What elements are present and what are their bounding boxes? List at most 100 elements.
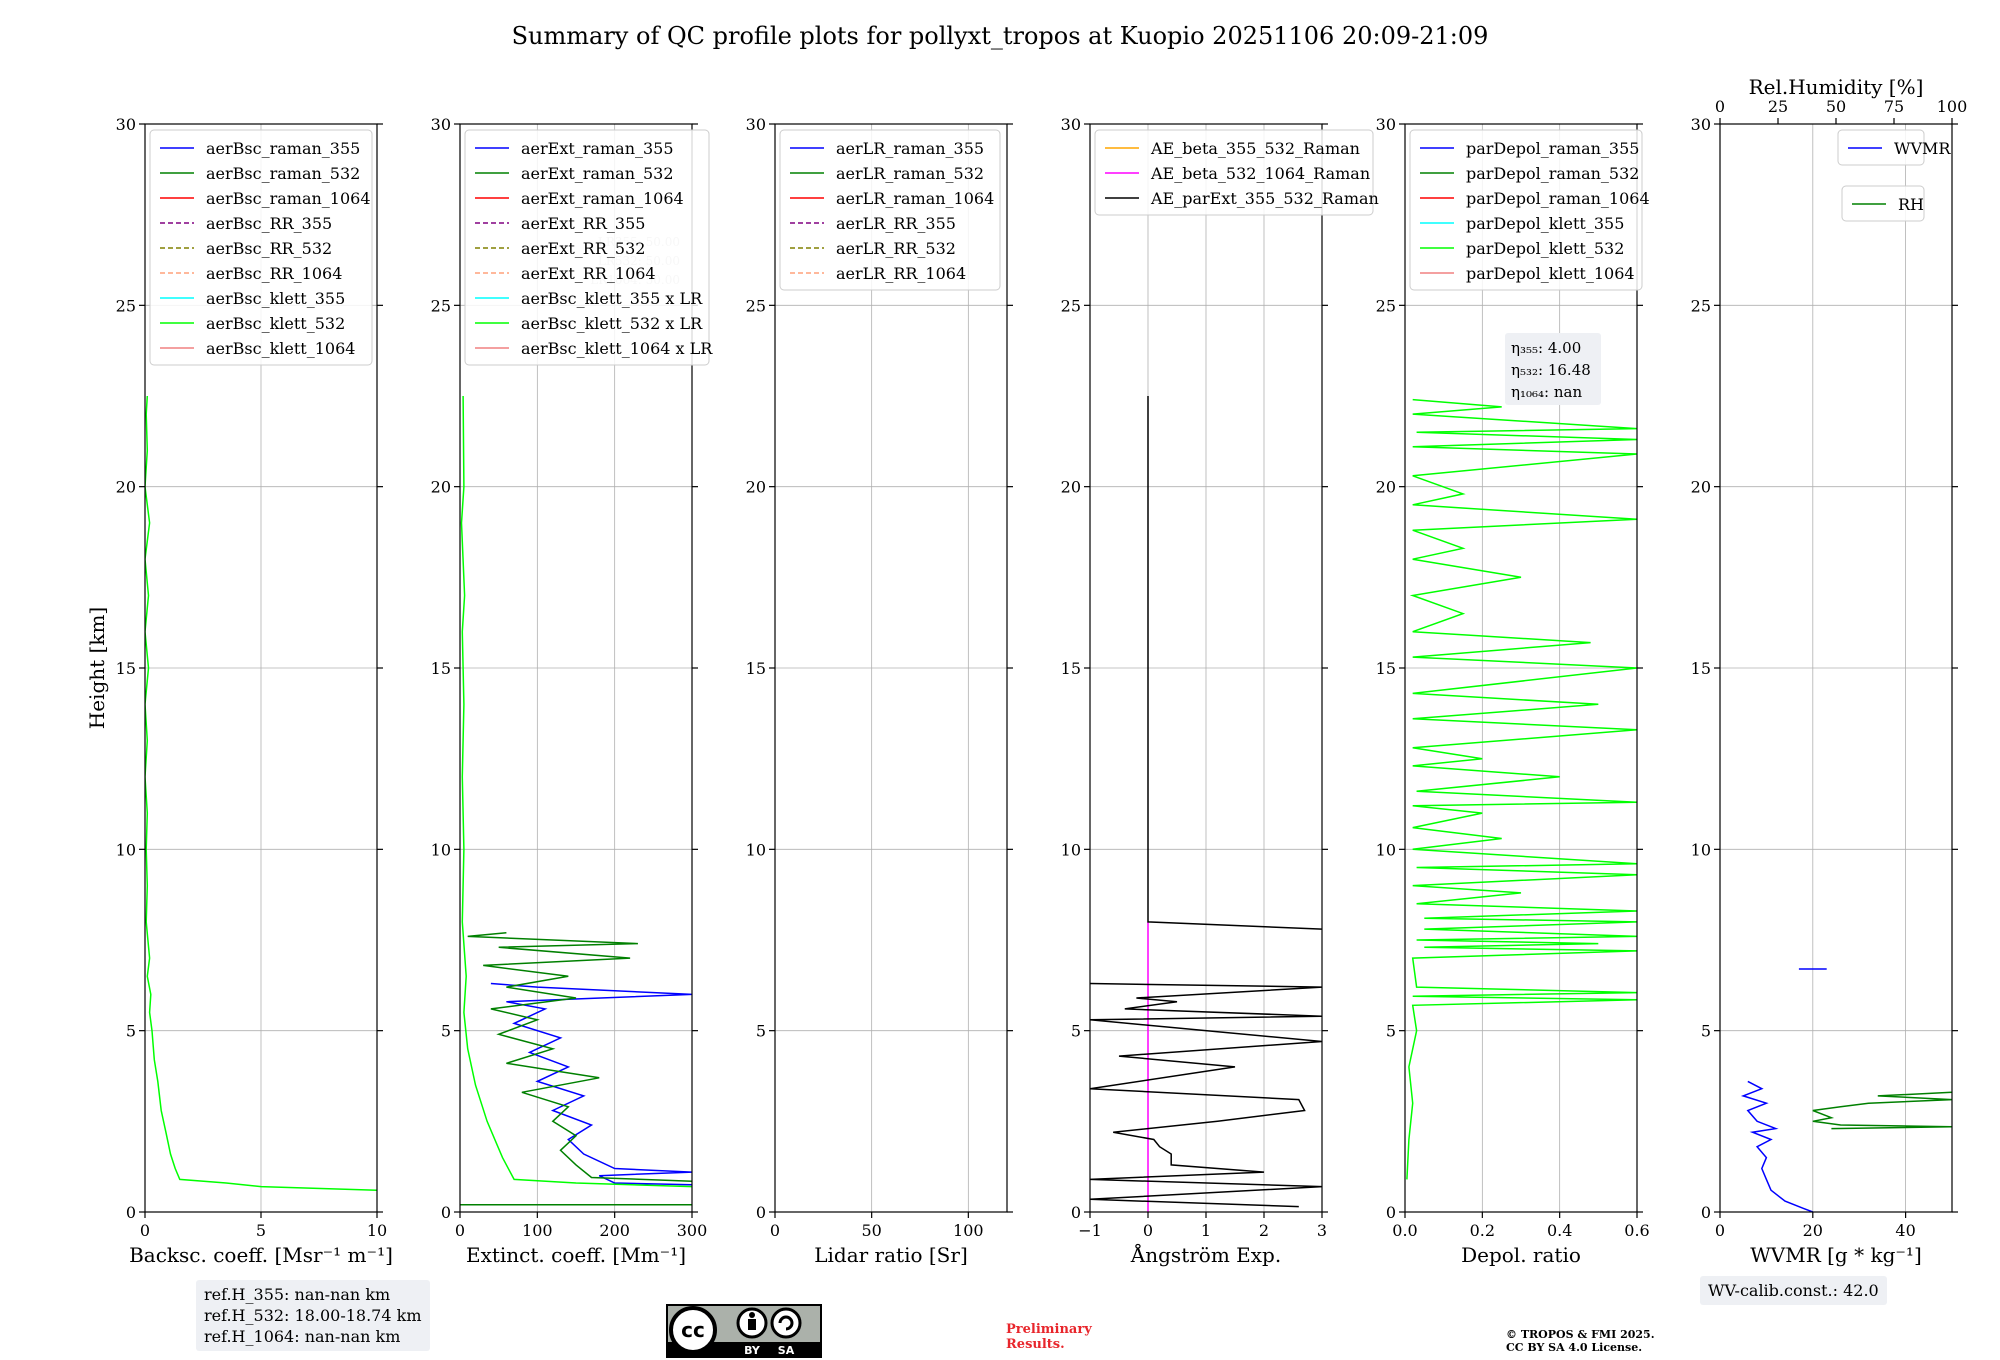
legend: aerExt_raman_355 aerExt_raman_532 aerExt_r… — [464, 129, 713, 366]
legend-label: aerBsc_klett_1064 x LR — [521, 339, 713, 358]
x-tick-label: 1 — [1201, 1221, 1211, 1240]
y-tick-label: 25 — [1061, 296, 1081, 315]
y-tick-label: 5 — [441, 1022, 451, 1041]
series-wvmr — [1740, 1080, 1814, 1212]
legend-label: aerBsc_RR_355 — [206, 214, 332, 233]
y-tick-label: 0 — [441, 1203, 451, 1222]
preliminary-note: Preliminary Results. — [1006, 1322, 1092, 1352]
y-tick-label: 25 — [746, 296, 766, 315]
legend-label: aerExt_raman_355 — [521, 139, 674, 158]
x-tick-label: 50 — [861, 1221, 881, 1240]
x-tick-label: 300 — [677, 1221, 708, 1240]
legend-label: parDepol_klett_1064 — [1466, 264, 1635, 283]
legend-label: aerBsc_klett_1064 — [206, 339, 355, 358]
y-tick-label: 25 — [1691, 296, 1711, 315]
legend-label: aerLR_RR_355 — [836, 214, 956, 233]
y-tick-label: 30 — [746, 115, 766, 134]
legend-label: aerBsc_RR_1064 — [206, 264, 342, 283]
ref-height-355: ref.H_355: nan-nan km — [204, 1285, 391, 1304]
figure-title: Summary of QC profile plots for pollyxt_… — [511, 22, 1489, 50]
y-tick-label: 5 — [1386, 1022, 1396, 1041]
legend-label: aerBsc_klett_532 — [206, 314, 345, 333]
y-tick-label: 5 — [1071, 1022, 1081, 1041]
x-tick-label: 2 — [1259, 1221, 1269, 1240]
legend-box — [1094, 129, 1374, 216]
legend-label: aerBsc_klett_532 x LR — [521, 314, 703, 333]
legend-label: aerBsc_klett_355 x LR — [521, 289, 703, 308]
copyright-note: © TROPOS & FMI 2025. CC BY SA 4.0 Licens… — [1506, 1328, 1655, 1354]
x-tick-label: 0 — [1715, 1221, 1725, 1240]
legend-label: aerExt_raman_532 — [521, 164, 674, 183]
series-pardepol-klett-532 — [1406, 398, 1637, 1180]
y-tick-label: 30 — [1061, 115, 1081, 134]
panel-5: 0 5 10 15 20 25 30 0.0 0.2 0.4 0.6 Depol. ratio parD… — [1376, 115, 1650, 1267]
legend-label: aerExt_RR_355 — [521, 214, 645, 233]
panel-3: 0 5 10 15 20 25 30 0 50 100 Lidar ratio [Sr] aerLR_… — [746, 115, 1013, 1267]
legend-label: parDepol_raman_532 — [1466, 164, 1639, 183]
legend-box — [464, 129, 710, 366]
legend-label: aerBsc_raman_1064 — [206, 189, 371, 208]
legend-label: aerLR_RR_1064 — [836, 264, 966, 283]
wv-calib-box: WV-calib.const.: 42.0 — [1700, 1276, 1887, 1305]
legend-label: parDepol_klett_355 — [1466, 214, 1624, 233]
series-ae-parext-355-532-raman-upper — [1147, 396, 1322, 930]
cc-by-label: BY — [744, 1344, 761, 1357]
legend-label: aerLR_raman_532 — [836, 164, 984, 183]
x-axis-label: Lidar ratio [Sr] — [814, 1243, 968, 1267]
x-axis-label: Ångström Exp. — [1130, 1242, 1281, 1267]
x-tick-label: 100 — [522, 1221, 553, 1240]
y-tick-label: 15 — [116, 659, 136, 678]
legend-label: aerLR_raman_355 — [836, 139, 984, 158]
y-tick-label: 25 — [431, 296, 451, 315]
legend-label: aerBsc_RR_532 — [206, 239, 332, 258]
y-tick-label: 5 — [1701, 1022, 1711, 1041]
y-tick-label: 20 — [116, 478, 136, 497]
legend-label: aerExt_raman_1064 — [521, 189, 684, 208]
y-tick-label: 0 — [126, 1203, 136, 1222]
x-tick-label: 5 — [256, 1221, 266, 1240]
top-axis-label: Rel.Humidity [%] — [1749, 75, 1924, 99]
y-tick-label: 20 — [1376, 478, 1396, 497]
y-tick-label: 0 — [756, 1203, 766, 1222]
series-aerext-raman-532 — [467, 931, 692, 1182]
x-axis-label: Extinct. coeff. [Mm⁻¹] — [466, 1243, 686, 1267]
copyright-line-1: © TROPOS & FMI 2025. — [1506, 1328, 1655, 1341]
legend-box — [1409, 129, 1643, 291]
y-tick-label: 10 — [1376, 840, 1396, 859]
y-tick-label: 30 — [1376, 115, 1396, 134]
x-tick-label: 0 — [1143, 1221, 1153, 1240]
eta-label: η₃₅₅: 4.00 — [1511, 339, 1581, 357]
legend-label: AE_beta_355_532_Raman — [1150, 139, 1360, 158]
cc-license-logo: cc BY SA — [666, 1304, 822, 1358]
x-tick-label: −1 — [1078, 1221, 1102, 1240]
legend: aerLR_raman_355 aerLR_raman_532 aerLR_rama… — [779, 129, 1001, 291]
ref-height-1064: ref.H_1064: nan-nan km — [204, 1327, 401, 1346]
panel-1: 0 5 10 15 20 25 30 0 5 10 Backsc. coeff. [Msr⁻¹ m⁻… — [116, 115, 393, 1267]
legend-label: aerExt_RR_1064 — [521, 264, 656, 283]
x-tick-label: 0.0 — [1392, 1221, 1417, 1240]
top-x-tick-label: 100 — [1937, 97, 1968, 116]
x-tick-label: 0 — [455, 1221, 465, 1240]
y-tick-label: 20 — [746, 478, 766, 497]
y-tick-label: 20 — [1691, 478, 1711, 497]
legend: aerBsc_raman_355 aerBsc_raman_532 aerBsc_r… — [149, 129, 373, 366]
x-tick-label: 0.6 — [1624, 1221, 1649, 1240]
legend-label: aerBsc_raman_532 — [206, 164, 360, 183]
preliminary-line-1: Preliminary — [1006, 1322, 1092, 1337]
x-tick-label: 0.2 — [1470, 1221, 1495, 1240]
legend-label: aerExt_RR_532 — [521, 239, 645, 258]
preliminary-line-2: Results. — [1006, 1337, 1065, 1352]
eta-box-bg — [1505, 333, 1601, 405]
y-tick-label: 20 — [1061, 478, 1081, 497]
legend: AE_beta_355_532_Raman AE_beta_532_1064_Ra… — [1094, 129, 1379, 216]
x-tick-label: 0 — [770, 1221, 780, 1240]
legend-label: AE_parExt_355_532_Raman — [1150, 189, 1379, 208]
legend-label: aerBsc_klett_355 — [206, 289, 345, 308]
y-tick-label: 30 — [1691, 115, 1711, 134]
y-tick-label: 15 — [431, 659, 451, 678]
ref-height-532: ref.H_532: 18.00-18.74 km — [204, 1306, 422, 1325]
legend-label: parDepol_raman_1064 — [1466, 189, 1650, 208]
x-tick-label: 200 — [599, 1221, 630, 1240]
